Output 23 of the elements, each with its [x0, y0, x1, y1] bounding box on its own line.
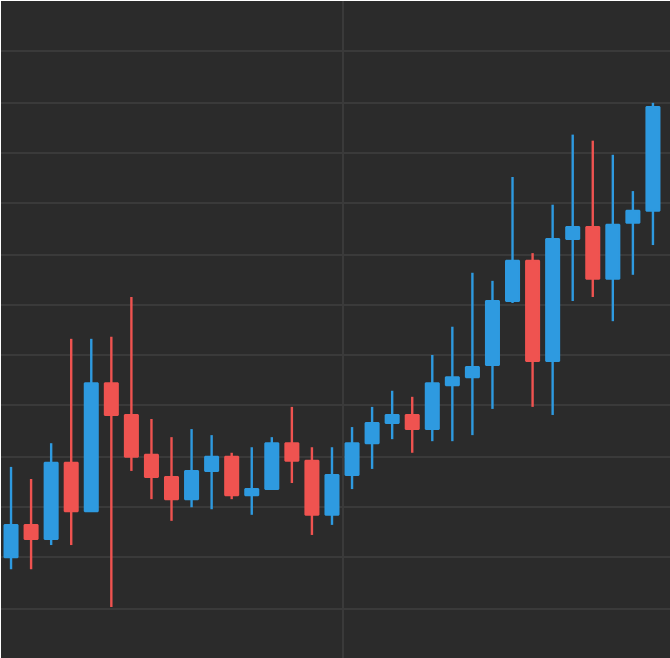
candlestick	[244, 446, 260, 516]
candlestick	[364, 405, 380, 471]
candlestick	[464, 271, 480, 437]
candlestick	[224, 451, 240, 501]
candlestick	[204, 433, 220, 511]
candlestick	[163, 435, 180, 523]
candlestick	[565, 133, 581, 303]
candlestick	[344, 425, 360, 491]
candlestick	[284, 405, 300, 485]
candlestick	[3, 465, 19, 571]
candlestick	[23, 477, 39, 571]
candlestick	[384, 389, 400, 441]
candlestick	[444, 325, 460, 443]
candlestick	[264, 435, 280, 491]
candlestick	[184, 427, 200, 509]
candlestick	[143, 417, 159, 501]
candlestick	[505, 175, 521, 305]
candlestick	[103, 335, 119, 609]
candlestick	[324, 446, 340, 527]
candlestick	[404, 395, 420, 454]
candlestick	[123, 295, 139, 473]
candlestick	[424, 353, 440, 443]
candlestick	[625, 189, 641, 276]
